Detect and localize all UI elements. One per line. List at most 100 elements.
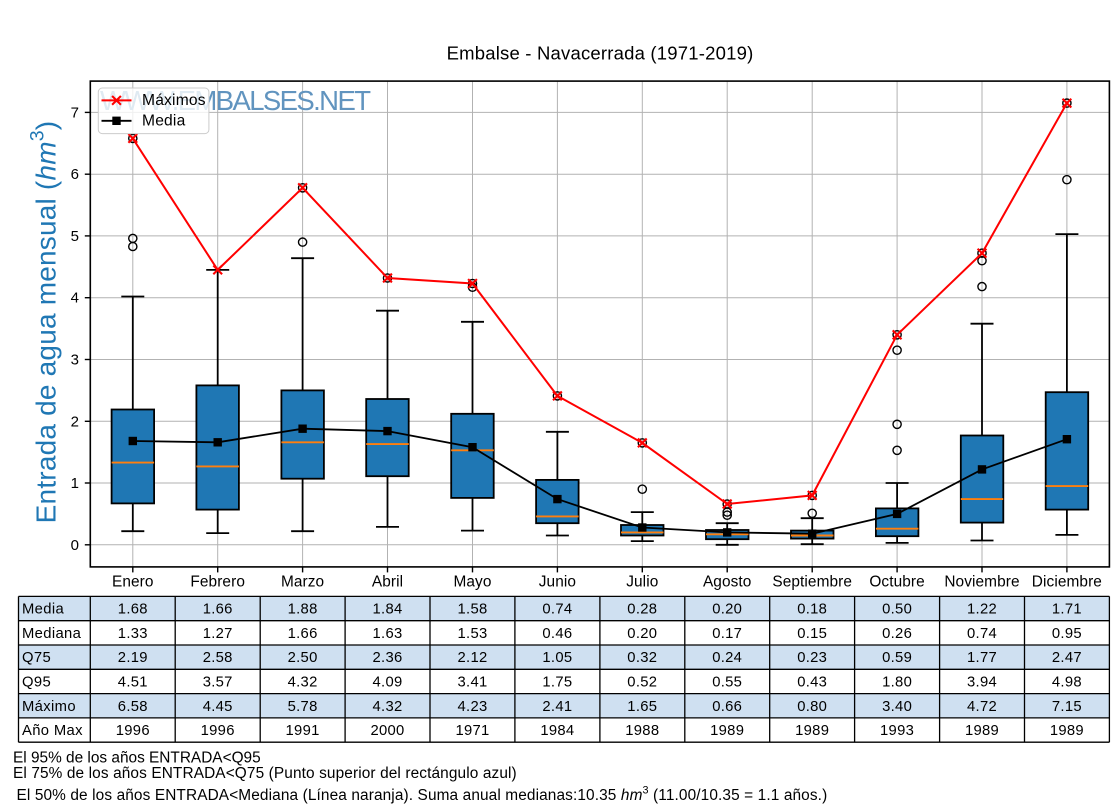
- svg-text:Agosto: Agosto: [703, 574, 752, 591]
- svg-text:Noviembre: Noviembre: [944, 574, 1019, 591]
- svg-text:7: 7: [71, 104, 79, 121]
- svg-text:Junio: Junio: [539, 574, 576, 591]
- svg-text:0.74: 0.74: [542, 602, 572, 618]
- svg-text:1.66: 1.66: [203, 602, 233, 618]
- svg-text:1.63: 1.63: [373, 626, 403, 642]
- svg-text:3: 3: [71, 352, 79, 369]
- svg-text:1.84: 1.84: [373, 602, 403, 618]
- svg-text:2000: 2000: [370, 723, 404, 739]
- svg-text:1.77: 1.77: [967, 650, 997, 666]
- svg-text:0.80: 0.80: [797, 699, 827, 715]
- svg-text:1.66: 1.66: [288, 626, 318, 642]
- svg-text:Octubre: Octubre: [869, 574, 924, 591]
- svg-text:1996: 1996: [201, 723, 235, 739]
- svg-text:1: 1: [71, 475, 79, 492]
- svg-text:0.32: 0.32: [627, 650, 657, 666]
- svg-text:1.53: 1.53: [458, 626, 488, 642]
- svg-text:0.43: 0.43: [797, 674, 827, 690]
- svg-text:4.45: 4.45: [203, 699, 233, 715]
- svg-text:1991: 1991: [286, 723, 320, 739]
- svg-text:Máximos: Máximos: [142, 92, 206, 109]
- svg-text:Marzo: Marzo: [281, 574, 324, 591]
- svg-text:3.57: 3.57: [203, 674, 233, 690]
- svg-text:1.75: 1.75: [542, 674, 572, 690]
- svg-text:2.19: 2.19: [118, 650, 148, 666]
- svg-text:2.36: 2.36: [373, 650, 403, 666]
- svg-text:2.58: 2.58: [203, 650, 233, 666]
- svg-text:0.24: 0.24: [712, 650, 742, 666]
- svg-text:Julio: Julio: [626, 574, 658, 591]
- svg-text:1.22: 1.22: [967, 602, 997, 618]
- svg-text:0.20: 0.20: [627, 626, 657, 642]
- svg-text:Embalse - Navacerrada (1971-20: Embalse - Navacerrada (1971-2019): [447, 43, 754, 64]
- svg-text:1989: 1989: [965, 723, 999, 739]
- svg-text:0.55: 0.55: [712, 674, 742, 690]
- svg-text:1989: 1989: [710, 723, 744, 739]
- svg-text:Media: Media: [22, 602, 64, 618]
- svg-text:1.71: 1.71: [1052, 602, 1082, 618]
- svg-text:0.66: 0.66: [712, 699, 742, 715]
- svg-text:Mayo: Mayo: [453, 574, 491, 591]
- svg-text:El 95% de los años ENTRADA<Q95: El 95% de los años ENTRADA<Q95: [13, 750, 261, 767]
- svg-text:1989: 1989: [1050, 723, 1084, 739]
- svg-text:4.98: 4.98: [1052, 674, 1082, 690]
- svg-text:0.46: 0.46: [542, 626, 572, 642]
- svg-text:0.95: 0.95: [1052, 626, 1082, 642]
- svg-text:2.47: 2.47: [1052, 650, 1082, 666]
- svg-text:0.28: 0.28: [627, 602, 657, 618]
- svg-text:6.58: 6.58: [118, 699, 148, 715]
- svg-text:Q75: Q75: [22, 650, 51, 666]
- svg-text:4.32: 4.32: [288, 674, 318, 690]
- svg-text:1989: 1989: [795, 723, 829, 739]
- svg-text:Máximo: Máximo: [22, 699, 76, 715]
- svg-text:0.59: 0.59: [882, 650, 912, 666]
- svg-text:1993: 1993: [880, 723, 914, 739]
- svg-text:Mediana: Mediana: [22, 626, 82, 642]
- svg-text:5: 5: [71, 228, 79, 245]
- svg-text:1.33: 1.33: [118, 626, 148, 642]
- svg-text:3.94: 3.94: [967, 674, 997, 690]
- svg-text:1.27: 1.27: [203, 626, 233, 642]
- svg-text:2.12: 2.12: [458, 650, 488, 666]
- svg-text:0.74: 0.74: [967, 626, 997, 642]
- svg-text:0.18: 0.18: [797, 602, 827, 618]
- svg-text:Año Max: Año Max: [22, 723, 83, 739]
- svg-text:4: 4: [71, 290, 79, 307]
- svg-text:0.50: 0.50: [882, 602, 912, 618]
- svg-text:1.65: 1.65: [627, 699, 657, 715]
- svg-text:El 50% de los años ENTRADA<Med: El 50% de los años ENTRADA<Mediana (Líne…: [17, 785, 828, 805]
- svg-text:0.17: 0.17: [712, 626, 742, 642]
- svg-text:Media: Media: [142, 112, 186, 129]
- svg-text:3.41: 3.41: [458, 674, 488, 690]
- svg-text:3.40: 3.40: [882, 699, 912, 715]
- svg-text:Abril: Abril: [372, 574, 403, 591]
- svg-text:4.72: 4.72: [967, 699, 997, 715]
- svg-text:1984: 1984: [540, 723, 574, 739]
- svg-text:0.15: 0.15: [797, 626, 827, 642]
- svg-text:0: 0: [71, 537, 79, 554]
- svg-text:0.26: 0.26: [882, 626, 912, 642]
- svg-text:1996: 1996: [116, 723, 150, 739]
- svg-text:6: 6: [71, 166, 79, 183]
- svg-text:Q95: Q95: [22, 674, 51, 690]
- svg-text:1.58: 1.58: [458, 602, 488, 618]
- svg-text:4.51: 4.51: [118, 674, 148, 690]
- svg-text:1988: 1988: [625, 723, 659, 739]
- svg-text:0.20: 0.20: [712, 602, 742, 618]
- svg-text:Enero: Enero: [112, 574, 154, 591]
- svg-text:1.80: 1.80: [882, 674, 912, 690]
- svg-text:2.41: 2.41: [542, 699, 572, 715]
- svg-text:4.23: 4.23: [458, 699, 488, 715]
- svg-text:5.78: 5.78: [288, 699, 318, 715]
- svg-text:7.15: 7.15: [1052, 699, 1082, 715]
- svg-text:El 75% de los años ENTRADA<Q75: El 75% de los años ENTRADA<Q75 (Punto su…: [13, 765, 517, 782]
- svg-text:2: 2: [71, 413, 79, 430]
- svg-text:Febrero: Febrero: [190, 574, 245, 591]
- svg-text:Septiembre: Septiembre: [772, 574, 852, 591]
- svg-text:4.09: 4.09: [373, 674, 403, 690]
- svg-text:2.50: 2.50: [288, 650, 318, 666]
- svg-text:Diciembre: Diciembre: [1032, 574, 1102, 591]
- svg-text:1.68: 1.68: [118, 602, 148, 618]
- svg-text:0.52: 0.52: [627, 674, 657, 690]
- svg-text:Entrada de agua mensual (hm3): Entrada de agua mensual (hm3): [27, 121, 62, 524]
